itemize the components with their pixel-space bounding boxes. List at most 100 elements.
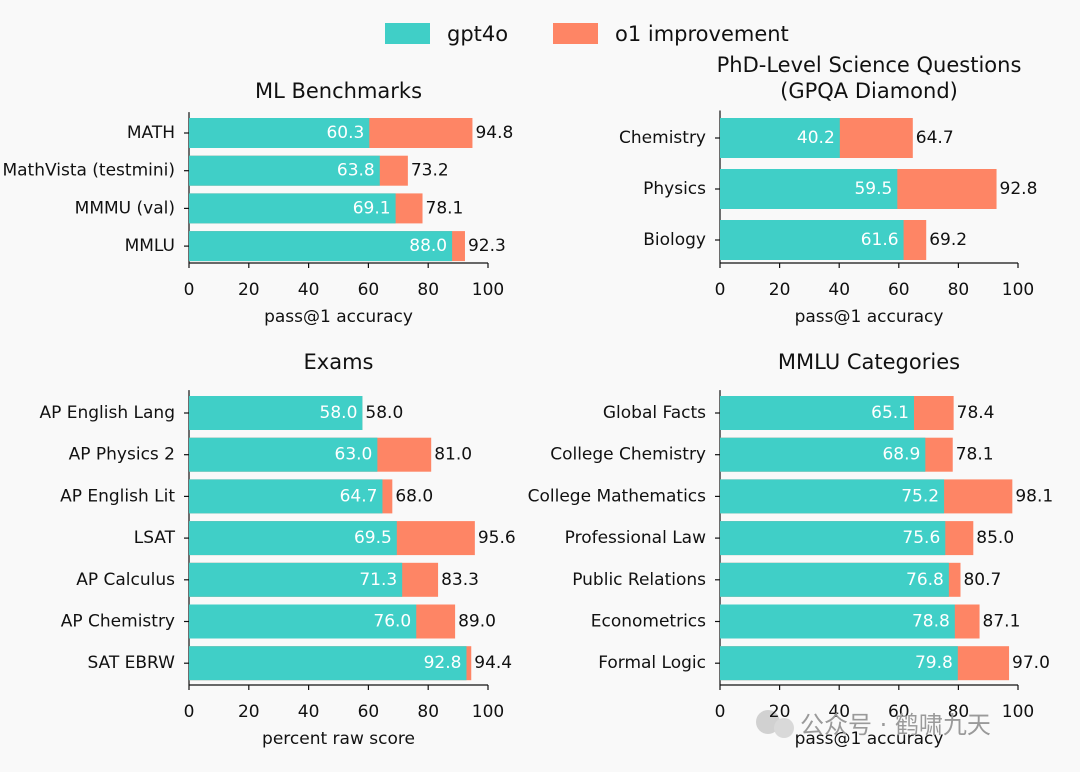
value-label: 85.0 [976,528,1014,548]
x-tick-label: 100 [472,702,504,722]
x-tick-label: 0 [715,702,726,722]
value-label: 40.2 [797,128,835,148]
y-tick-label: AP Calculus [76,570,175,590]
chart-title: ML Benchmarks [255,79,422,103]
x-axis-label: percent raw score [262,729,415,749]
value-label: 80.7 [963,570,1001,590]
value-label: 68.0 [395,486,433,506]
y-tick-label: AP English Lang [39,403,175,423]
y-tick-label: College Mathematics [528,486,707,506]
y-tick-label: Formal Logic [598,653,706,673]
bar [720,169,898,209]
y-tick-label: Chemistry [619,128,706,148]
value-label: 88.0 [409,236,447,256]
bar [720,521,946,556]
x-tick-label: 60 [358,280,380,300]
x-tick-label: 100 [472,280,504,300]
value-label: 95.6 [478,528,516,548]
chart-title: Exams [304,350,374,374]
y-tick-label: AP English Lit [60,486,175,506]
bar [189,562,403,597]
x-tick-label: 60 [888,280,910,300]
y-tick-label: Econometrics [591,612,706,632]
value-label: 63.8 [337,161,375,181]
bar [720,479,945,514]
value-label: 78.4 [957,403,995,423]
x-axis-label: pass@1 accuracy [264,307,413,327]
bar [189,521,397,556]
y-tick-label: MMMU (val) [75,198,175,218]
value-label: 69.2 [929,230,967,250]
bar [189,646,467,681]
value-label: 59.5 [854,179,892,199]
value-label: 76.0 [373,612,411,632]
x-tick-label: 80 [417,702,439,722]
bar [720,646,958,681]
bar [720,604,955,639]
x-tick-label: 0 [184,280,195,300]
value-label: 79.8 [915,653,953,673]
value-label: 89.0 [458,612,496,632]
bar [720,396,914,430]
value-label: 94.4 [474,653,512,673]
value-label: 61.6 [861,230,899,250]
y-tick-label: Biology [643,230,706,250]
x-tick-label: 0 [715,280,726,300]
bar [720,220,904,260]
bar [189,396,363,430]
value-label: 83.3 [441,570,479,590]
y-tick-label: AP Chemistry [61,612,175,632]
x-axis-label: pass@1 accuracy [795,307,944,327]
value-label: 58.0 [365,403,403,423]
bar [189,231,453,262]
value-label: 64.7 [340,486,378,506]
value-label: 75.2 [901,486,939,506]
bar [720,562,949,597]
x-tick-label: 100 [1002,280,1034,300]
y-tick-label: MMLU [125,236,175,256]
x-axis-label: pass@1 accuracy [795,729,944,749]
chart-title: (GPQA Diamond) [780,79,958,103]
x-tick-label: 20 [769,702,791,722]
y-tick-label: Professional Law [565,528,706,548]
y-tick-label: AP Physics 2 [69,445,175,465]
bar [720,118,840,158]
y-tick-label: College Chemistry [550,445,706,465]
chart-title: MMLU Categories [778,350,960,374]
value-label: 65.1 [871,403,909,423]
x-tick-label: 80 [417,280,439,300]
legend-label: gpt4o [447,22,508,46]
x-tick-label: 40 [298,702,320,722]
value-label: 78.1 [426,198,464,218]
y-tick-label: Public Relations [572,570,706,590]
bar [720,437,926,472]
value-label: 63.0 [335,445,373,465]
value-label: 75.6 [902,528,940,548]
x-tick-label: 60 [888,702,910,722]
value-label: 94.8 [475,123,513,143]
legend-swatch [553,23,598,44]
x-tick-label: 100 [1002,702,1034,722]
y-tick-label: MATH [127,123,175,143]
value-label: 98.1 [1015,486,1053,506]
value-label: 69.1 [353,198,391,218]
x-tick-label: 80 [948,702,970,722]
y-tick-label: LSAT [134,528,176,548]
value-label: 68.9 [882,445,920,465]
legend-swatch [385,23,430,44]
bar [189,155,380,186]
x-tick-label: 20 [769,280,791,300]
value-label: 60.3 [326,123,364,143]
value-label: 76.8 [906,570,944,590]
watermark-icon [756,710,794,738]
legend-label: o1 improvement [615,22,789,46]
y-tick-label: Physics [643,179,706,199]
y-tick-label: Global Facts [603,403,706,423]
value-label: 87.1 [983,612,1021,632]
x-tick-label: 20 [238,702,260,722]
value-label: 92.8 [424,653,462,673]
x-tick-label: 60 [358,702,380,722]
value-label: 92.8 [1000,179,1038,199]
x-tick-label: 0 [184,702,195,722]
value-label: 58.0 [320,403,358,423]
